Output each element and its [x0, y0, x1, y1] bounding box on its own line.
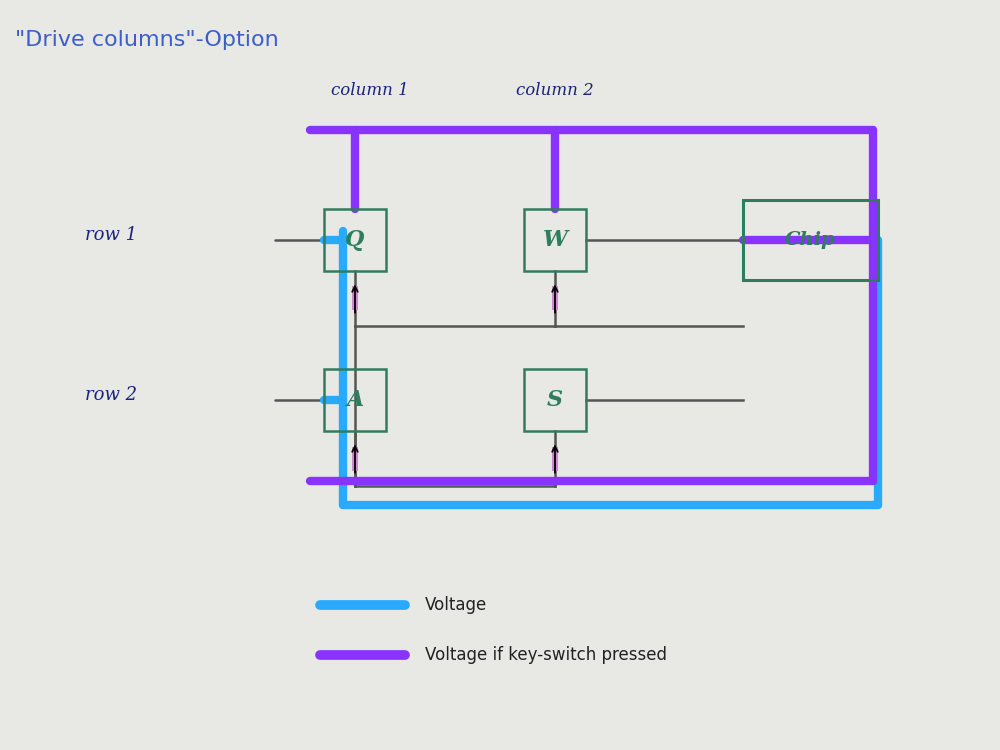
Text: row 2: row 2 — [85, 386, 137, 404]
Bar — [742, 200, 878, 280]
Text: Chip: Chip — [785, 231, 835, 249]
Text: "Drive columns"-Option: "Drive columns"-Option — [15, 30, 279, 50]
Text: Voltage if key-switch pressed: Voltage if key-switch pressed — [425, 646, 667, 664]
Bar — [324, 209, 386, 271]
Text: Voltage: Voltage — [425, 596, 487, 614]
Text: A: A — [346, 389, 364, 411]
Bar — [524, 369, 586, 431]
Bar — [524, 209, 586, 271]
Text: column 2: column 2 — [516, 82, 594, 99]
Text: column 1: column 1 — [331, 82, 409, 99]
Text: Q: Q — [345, 229, 365, 251]
Text: row 1: row 1 — [85, 226, 137, 244]
Text: W: W — [542, 229, 568, 251]
Bar — [324, 369, 386, 431]
Text: S: S — [547, 389, 563, 411]
